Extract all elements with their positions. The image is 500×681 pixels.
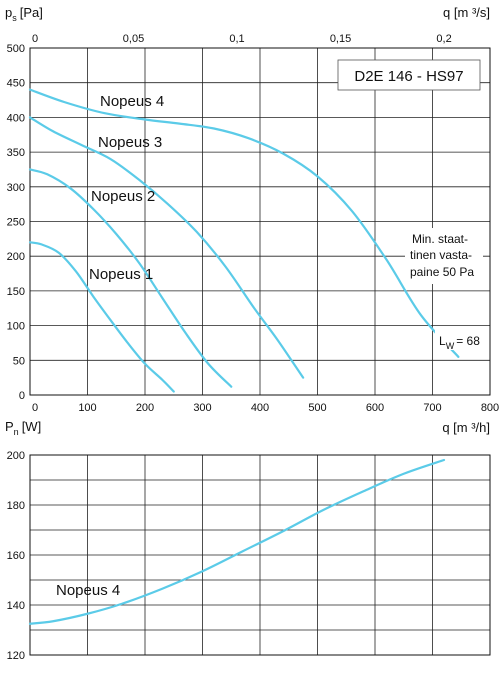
pressure-curve-nopeus-2 xyxy=(28,168,233,388)
pressure-curve-nopeus-4 xyxy=(28,88,460,358)
annotation-note: Min. staat- tinen vasta- paine 50 Pa xyxy=(410,232,475,279)
bottom-y-axis: 120 140 160 180 200 xyxy=(7,450,25,662)
pressure-curve-nopeus-3 xyxy=(28,116,305,379)
top-y-tick-label: 500 xyxy=(7,43,25,55)
lw-box xyxy=(435,330,485,350)
top-x-tick-label: 600 xyxy=(366,402,384,414)
top-y-tick-label: 400 xyxy=(7,112,25,124)
top-gridlines xyxy=(29,47,491,396)
label-nopeus-1: Nopeus 1 xyxy=(89,266,153,283)
top-plot-frame xyxy=(29,47,491,396)
bottom-y-tick-label: 180 xyxy=(7,500,25,512)
label-power-nopeus-4: Nopeus 4 xyxy=(56,582,120,599)
top-y-tick-label: 350 xyxy=(7,147,25,159)
top-x-tick-label: 300 xyxy=(193,402,211,414)
top-x-tick-label: 700 xyxy=(423,402,441,414)
label-nopeus-2: Nopeus 2 xyxy=(91,188,155,205)
bottom-y-tick-label: 120 xyxy=(7,650,25,662)
top-x2-tick-label: 0,1 xyxy=(229,33,244,45)
pressure-curve-nopeus-1 xyxy=(28,241,175,393)
chart-title: D2E 146 - HS97 xyxy=(354,68,463,85)
top-x-axis: 0 100 200 300 400 500 600 700 800 xyxy=(32,402,499,414)
pressure-curves xyxy=(28,88,460,393)
power-curve-nopeus-4 xyxy=(28,458,446,625)
label-nopeus-3: Nopeus 3 xyxy=(98,134,162,151)
top-y-tick-label: 150 xyxy=(7,286,25,298)
top-x2-tick-label: 0,05 xyxy=(123,33,144,45)
top-x-tick-label: 400 xyxy=(251,402,269,414)
top-x-tick-label: 100 xyxy=(78,402,96,414)
top-ylabel: ps [Pa] xyxy=(5,5,43,23)
bottom-gridlines xyxy=(29,454,491,656)
top-y-tick-label: 100 xyxy=(7,321,25,333)
top-x-tick-label: 200 xyxy=(136,402,154,414)
bottom-y-tick-label: 200 xyxy=(7,450,25,462)
title-box xyxy=(337,59,481,91)
label-nopeus-4: Nopeus 4 xyxy=(100,93,164,110)
top-x2-tick-label: 0 xyxy=(32,33,38,45)
top-x2-tick-label: 0,2 xyxy=(436,33,451,45)
top-x-tick-label: 800 xyxy=(481,402,499,414)
top-y-tick-label: 200 xyxy=(7,251,25,263)
bottom-ylabel: Pn [W] xyxy=(5,419,41,437)
top-y-tick-label: 450 xyxy=(7,78,25,90)
top-x2label: q [m ³/s] xyxy=(443,5,490,20)
top-x2-axis: 0 0,05 0,1 0,15 0,2 xyxy=(32,33,452,45)
top-y-tick-label: 50 xyxy=(13,355,25,367)
top-y-axis: 0 50 100 150 200 250 300 350 400 450 500 xyxy=(7,43,25,402)
top-x-tick-label: 500 xyxy=(308,402,326,414)
bottom-plot-frame xyxy=(29,454,491,656)
lw-label: LW = 68 xyxy=(439,334,480,351)
bottom-y-tick-label: 160 xyxy=(7,550,25,562)
power-curve xyxy=(28,458,446,625)
top-x2-tick-label: 0,15 xyxy=(330,33,351,45)
top-y-tick-label: 250 xyxy=(7,217,25,229)
top-x-tick-label: 0 xyxy=(32,402,38,414)
bottom-y-tick-label: 140 xyxy=(7,600,25,612)
top-y-tick-label: 300 xyxy=(7,182,25,194)
annotation-box xyxy=(405,228,483,284)
xlabel: q [m ³/h] xyxy=(442,420,490,435)
top-y-tick-label: 0 xyxy=(19,390,25,402)
